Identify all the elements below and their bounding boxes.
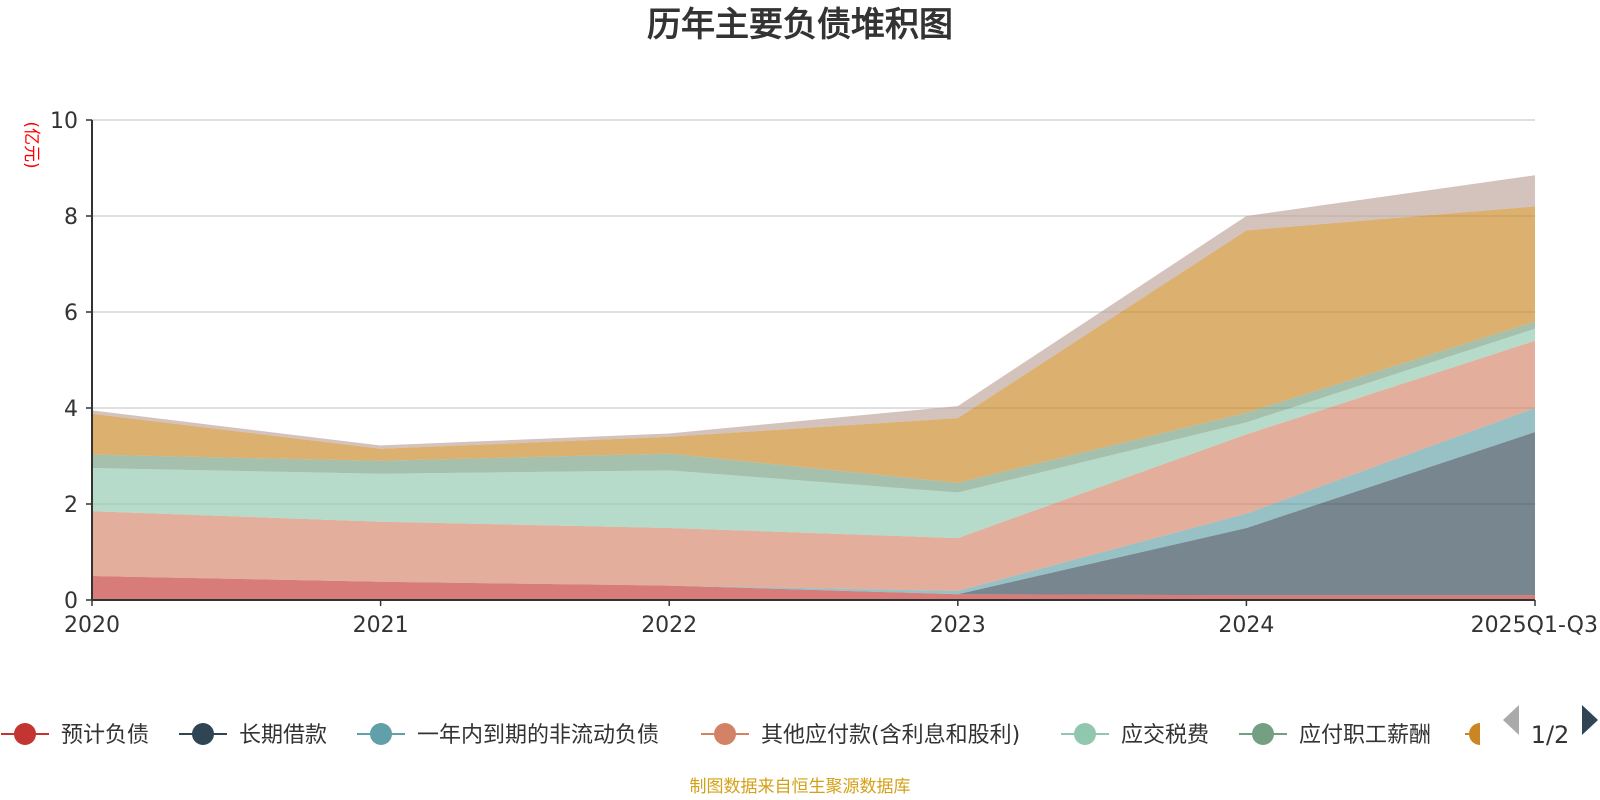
area-series[interactable] <box>92 328 1535 539</box>
legend-label: 预计负债 <box>61 723 149 748</box>
area-series[interactable] <box>92 432 1535 596</box>
legend-next-page-icon[interactable] <box>1582 705 1598 735</box>
area-series[interactable] <box>92 576 1535 600</box>
y-tick-label: 0 <box>64 589 78 614</box>
legend-label: 其他应付款(含利息和股利) <box>761 723 1020 748</box>
legend-marker-icon <box>370 723 392 745</box>
legend-item[interactable]: 预计负债 <box>1 723 149 748</box>
x-tick-label: 2022 <box>641 613 697 638</box>
legend-pager[interactable]: 1/2 <box>1503 705 1598 749</box>
y-axis-ticks: 0 2 4 6 8 10 <box>50 109 92 614</box>
x-tick-label: 2020 <box>64 613 120 638</box>
legend-item[interactable]: 其他应付款(含利息和股利) <box>701 723 1020 748</box>
legend-label: 应交税费 <box>1121 723 1209 748</box>
legend-page-indicator: 1/2 <box>1531 721 1570 749</box>
legend-label: 一年内到期的非流动负债 <box>417 723 659 748</box>
legend-marker-icon <box>14 723 36 745</box>
legend-item[interactable]: 应交税费 <box>1061 723 1209 748</box>
legend-item-partial <box>1465 723 1480 745</box>
x-tick-label: 2025Q1-Q3 <box>1471 613 1598 638</box>
legend-marker-icon <box>1074 723 1096 745</box>
y-axis-unit-label: (亿元) <box>21 121 41 168</box>
y-tick-label: 8 <box>64 205 78 230</box>
chart-title: 历年主要负债堆积图 <box>647 5 953 45</box>
axes <box>91 120 1535 601</box>
data-source-note: 制图数据来自恒生聚源数据库 <box>690 777 911 797</box>
y-tick-label: 4 <box>64 397 78 422</box>
y-tick-label: 10 <box>50 109 78 134</box>
legend[interactable]: 预计负债 长期借款 一年内到期的非流动负债 其他应付款(含利息和股利) 应交税费 应付职工… <box>1 723 1480 748</box>
x-tick-label: 2021 <box>353 613 409 638</box>
stacked-areas[interactable] <box>92 175 1535 600</box>
x-tick-label: 2024 <box>1218 613 1274 638</box>
x-tick-label: 2023 <box>930 613 986 638</box>
legend-marker-icon <box>192 723 214 745</box>
y-tick-label: 6 <box>64 301 78 326</box>
legend-label: 长期借款 <box>239 723 327 748</box>
legend-label: 应付职工薪酬 <box>1299 723 1431 748</box>
legend-item[interactable]: 一年内到期的非流动负债 <box>357 723 659 748</box>
legend-item[interactable]: 长期借款 <box>179 723 327 748</box>
y-tick-label: 2 <box>64 493 78 518</box>
legend-marker-icon <box>1252 723 1274 745</box>
legend-prev-page-icon[interactable] <box>1503 705 1519 735</box>
x-axis-ticks: 2020 2021 2022 2023 2024 2025Q1-Q3 <box>64 600 1598 638</box>
area-series[interactable] <box>92 206 1535 483</box>
legend-marker-icon <box>714 723 736 745</box>
legend-item[interactable]: 应付职工薪酬 <box>1239 723 1431 748</box>
legend-marker-icon <box>1469 723 1480 745</box>
area-series[interactable] <box>92 175 1535 449</box>
area-series[interactable] <box>92 340 1535 591</box>
